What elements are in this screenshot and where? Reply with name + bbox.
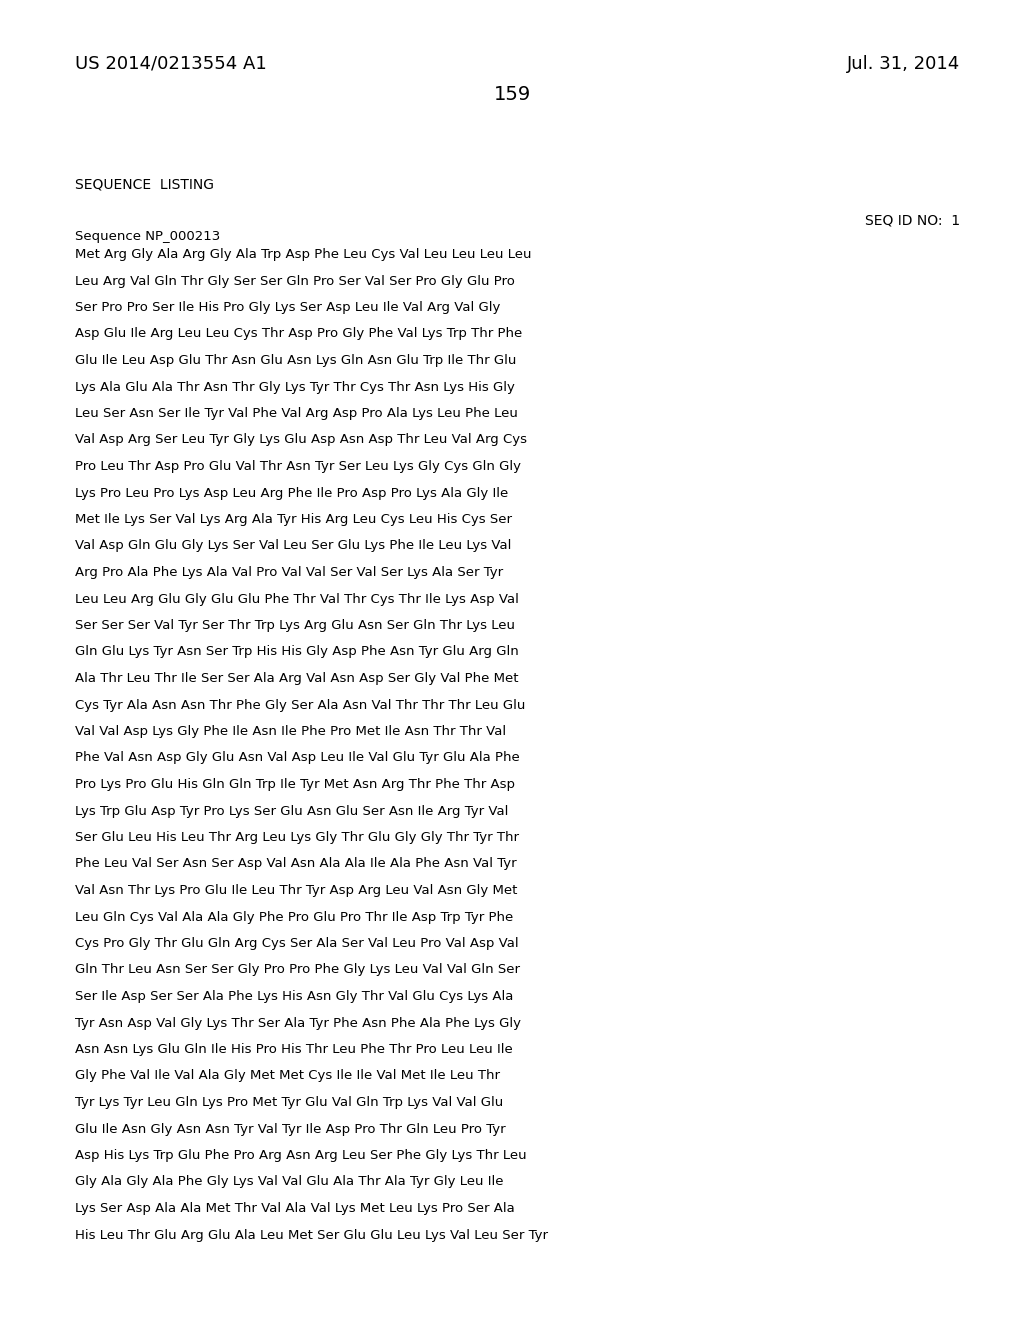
Text: Sequence NP_000213: Sequence NP_000213 [75,230,220,243]
Text: Lys Trp Glu Asp Tyr Pro Lys Ser Glu Asn Glu Ser Asn Ile Arg Tyr Val: Lys Trp Glu Asp Tyr Pro Lys Ser Glu Asn … [75,804,508,817]
Text: Ser Ile Asp Ser Ser Ala Phe Lys His Asn Gly Thr Val Glu Cys Lys Ala: Ser Ile Asp Ser Ser Ala Phe Lys His Asn … [75,990,513,1003]
Text: Leu Ser Asn Ser Ile Tyr Val Phe Val Arg Asp Pro Ala Lys Leu Phe Leu: Leu Ser Asn Ser Ile Tyr Val Phe Val Arg … [75,407,518,420]
Text: Asp Glu Ile Arg Leu Leu Cys Thr Asp Pro Gly Phe Val Lys Trp Thr Phe: Asp Glu Ile Arg Leu Leu Cys Thr Asp Pro … [75,327,522,341]
Text: SEQUENCE  LISTING: SEQUENCE LISTING [75,178,214,191]
Text: Lys Ser Asp Ala Ala Met Thr Val Ala Val Lys Met Leu Lys Pro Ser Ala: Lys Ser Asp Ala Ala Met Thr Val Ala Val … [75,1203,515,1214]
Text: Phe Val Asn Asp Gly Glu Asn Val Asp Leu Ile Val Glu Tyr Glu Ala Phe: Phe Val Asn Asp Gly Glu Asn Val Asp Leu … [75,751,520,764]
Text: Pro Lys Pro Glu His Gln Gln Trp Ile Tyr Met Asn Arg Thr Phe Thr Asp: Pro Lys Pro Glu His Gln Gln Trp Ile Tyr … [75,777,515,791]
Text: Met Arg Gly Ala Arg Gly Ala Trp Asp Phe Leu Cys Val Leu Leu Leu Leu: Met Arg Gly Ala Arg Gly Ala Trp Asp Phe … [75,248,531,261]
Text: Val Asn Thr Lys Pro Glu Ile Leu Thr Tyr Asp Arg Leu Val Asn Gly Met: Val Asn Thr Lys Pro Glu Ile Leu Thr Tyr … [75,884,517,898]
Text: Met Ile Lys Ser Val Lys Arg Ala Tyr His Arg Leu Cys Leu His Cys Ser: Met Ile Lys Ser Val Lys Arg Ala Tyr His … [75,513,512,525]
Text: Tyr Lys Tyr Leu Gln Lys Pro Met Tyr Glu Val Gln Trp Lys Val Val Glu: Tyr Lys Tyr Leu Gln Lys Pro Met Tyr Glu … [75,1096,503,1109]
Text: Val Asp Gln Glu Gly Lys Ser Val Leu Ser Glu Lys Phe Ile Leu Lys Val: Val Asp Gln Glu Gly Lys Ser Val Leu Ser … [75,540,511,553]
Text: Val Val Asp Lys Gly Phe Ile Asn Ile Phe Pro Met Ile Asn Thr Thr Val: Val Val Asp Lys Gly Phe Ile Asn Ile Phe … [75,725,506,738]
Text: Ser Ser Ser Val Tyr Ser Thr Trp Lys Arg Glu Asn Ser Gln Thr Lys Leu: Ser Ser Ser Val Tyr Ser Thr Trp Lys Arg … [75,619,515,632]
Text: Leu Gln Cys Val Ala Ala Gly Phe Pro Glu Pro Thr Ile Asp Trp Tyr Phe: Leu Gln Cys Val Ala Ala Gly Phe Pro Glu … [75,911,513,924]
Text: Glu Ile Leu Asp Glu Thr Asn Glu Asn Lys Gln Asn Glu Trp Ile Thr Glu: Glu Ile Leu Asp Glu Thr Asn Glu Asn Lys … [75,354,516,367]
Text: Jul. 31, 2014: Jul. 31, 2014 [847,55,961,73]
Text: Asp His Lys Trp Glu Phe Pro Arg Asn Arg Leu Ser Phe Gly Lys Thr Leu: Asp His Lys Trp Glu Phe Pro Arg Asn Arg … [75,1148,526,1162]
Text: Lys Ala Glu Ala Thr Asn Thr Gly Lys Tyr Thr Cys Thr Asn Lys His Gly: Lys Ala Glu Ala Thr Asn Thr Gly Lys Tyr … [75,380,515,393]
Text: Tyr Asn Asp Val Gly Lys Thr Ser Ala Tyr Phe Asn Phe Ala Phe Lys Gly: Tyr Asn Asp Val Gly Lys Thr Ser Ala Tyr … [75,1016,521,1030]
Text: 159: 159 [494,84,530,104]
Text: Pro Leu Thr Asp Pro Glu Val Thr Asn Tyr Ser Leu Lys Gly Cys Gln Gly: Pro Leu Thr Asp Pro Glu Val Thr Asn Tyr … [75,459,521,473]
Text: US 2014/0213554 A1: US 2014/0213554 A1 [75,55,266,73]
Text: Asn Asn Lys Glu Gln Ile His Pro His Thr Leu Phe Thr Pro Leu Leu Ile: Asn Asn Lys Glu Gln Ile His Pro His Thr … [75,1043,513,1056]
Text: Ser Pro Pro Ser Ile His Pro Gly Lys Ser Asp Leu Ile Val Arg Val Gly: Ser Pro Pro Ser Ile His Pro Gly Lys Ser … [75,301,501,314]
Text: Cys Pro Gly Thr Glu Gln Arg Cys Ser Ala Ser Val Leu Pro Val Asp Val: Cys Pro Gly Thr Glu Gln Arg Cys Ser Ala … [75,937,518,950]
Text: Gln Thr Leu Asn Ser Ser Gly Pro Pro Phe Gly Lys Leu Val Val Gln Ser: Gln Thr Leu Asn Ser Ser Gly Pro Pro Phe … [75,964,520,977]
Text: Gly Phe Val Ile Val Ala Gly Met Met Cys Ile Ile Val Met Ile Leu Thr: Gly Phe Val Ile Val Ala Gly Met Met Cys … [75,1069,500,1082]
Text: Gln Glu Lys Tyr Asn Ser Trp His His Gly Asp Phe Asn Tyr Glu Arg Gln: Gln Glu Lys Tyr Asn Ser Trp His His Gly … [75,645,519,659]
Text: Phe Leu Val Ser Asn Ser Asp Val Asn Ala Ala Ile Ala Phe Asn Val Tyr: Phe Leu Val Ser Asn Ser Asp Val Asn Ala … [75,858,517,870]
Text: Arg Pro Ala Phe Lys Ala Val Pro Val Val Ser Val Ser Lys Ala Ser Tyr: Arg Pro Ala Phe Lys Ala Val Pro Val Val … [75,566,503,579]
Text: Gly Ala Gly Ala Phe Gly Lys Val Val Glu Ala Thr Ala Tyr Gly Leu Ile: Gly Ala Gly Ala Phe Gly Lys Val Val Glu … [75,1176,504,1188]
Text: Leu Arg Val Gln Thr Gly Ser Ser Gln Pro Ser Val Ser Pro Gly Glu Pro: Leu Arg Val Gln Thr Gly Ser Ser Gln Pro … [75,275,515,288]
Text: Glu Ile Asn Gly Asn Asn Tyr Val Tyr Ile Asp Pro Thr Gln Leu Pro Tyr: Glu Ile Asn Gly Asn Asn Tyr Val Tyr Ile … [75,1122,506,1135]
Text: Ser Glu Leu His Leu Thr Arg Leu Lys Gly Thr Glu Gly Gly Thr Tyr Thr: Ser Glu Leu His Leu Thr Arg Leu Lys Gly … [75,832,519,843]
Text: SEQ ID NO:  1: SEQ ID NO: 1 [865,213,961,227]
Text: Ala Thr Leu Thr Ile Ser Ser Ala Arg Val Asn Asp Ser Gly Val Phe Met: Ala Thr Leu Thr Ile Ser Ser Ala Arg Val … [75,672,518,685]
Text: Val Asp Arg Ser Leu Tyr Gly Lys Glu Asp Asn Asp Thr Leu Val Arg Cys: Val Asp Arg Ser Leu Tyr Gly Lys Glu Asp … [75,433,527,446]
Text: His Leu Thr Glu Arg Glu Ala Leu Met Ser Glu Glu Leu Lys Val Leu Ser Tyr: His Leu Thr Glu Arg Glu Ala Leu Met Ser … [75,1229,548,1242]
Text: Lys Pro Leu Pro Lys Asp Leu Arg Phe Ile Pro Asp Pro Lys Ala Gly Ile: Lys Pro Leu Pro Lys Asp Leu Arg Phe Ile … [75,487,508,499]
Text: Cys Tyr Ala Asn Asn Thr Phe Gly Ser Ala Asn Val Thr Thr Thr Leu Glu: Cys Tyr Ala Asn Asn Thr Phe Gly Ser Ala … [75,698,525,711]
Text: Leu Leu Arg Glu Gly Glu Glu Phe Thr Val Thr Cys Thr Ile Lys Asp Val: Leu Leu Arg Glu Gly Glu Glu Phe Thr Val … [75,593,519,606]
